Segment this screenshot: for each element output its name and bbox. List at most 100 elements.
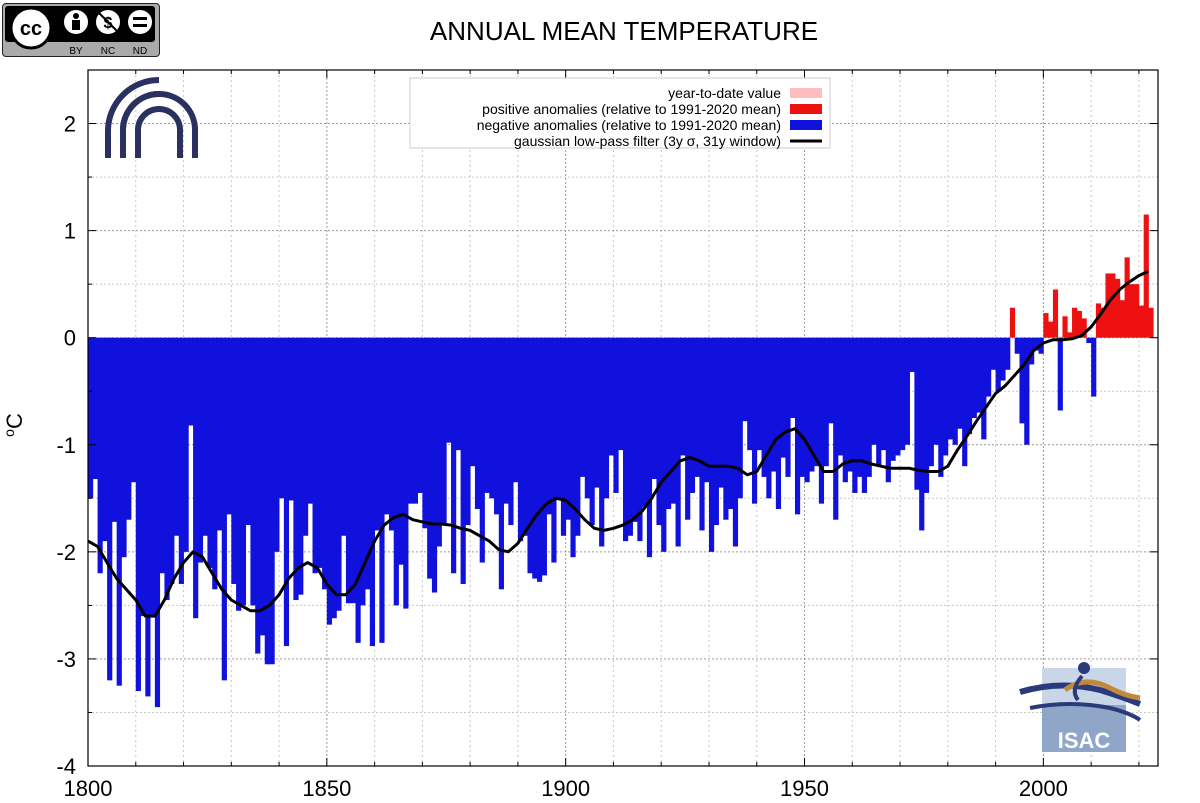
bar bbox=[1143, 214, 1149, 338]
bar bbox=[1091, 337, 1097, 397]
bar bbox=[594, 337, 600, 488]
bar bbox=[1043, 313, 1049, 338]
bar bbox=[264, 337, 270, 665]
bar bbox=[1048, 321, 1054, 338]
bar bbox=[283, 337, 290, 647]
bar bbox=[422, 337, 428, 529]
bar bbox=[164, 337, 170, 601]
isac-logo-text: ISAC bbox=[1058, 728, 1111, 753]
bar bbox=[756, 337, 762, 451]
bar bbox=[111, 337, 118, 522]
bar bbox=[742, 337, 748, 422]
bar bbox=[484, 337, 490, 493]
cnr-logo bbox=[105, 77, 198, 158]
cc-icon: cc bbox=[9, 6, 53, 50]
bar bbox=[107, 337, 113, 681]
bar bbox=[1095, 303, 1102, 338]
grid bbox=[88, 69, 1158, 766]
bar bbox=[1076, 310, 1082, 338]
axes: -4 -3 -2 -1 0 1 2 1800 1850 1900 1950 2000 bbox=[56, 69, 1158, 801]
bar bbox=[384, 337, 390, 515]
bar bbox=[928, 337, 934, 467]
bar bbox=[312, 337, 318, 574]
bar bbox=[503, 337, 509, 504]
bar bbox=[336, 337, 342, 611]
bar bbox=[623, 337, 629, 542]
bar bbox=[250, 337, 256, 606]
plot-border bbox=[87, 69, 1159, 767]
bar bbox=[365, 337, 371, 590]
bar bbox=[236, 337, 242, 611]
bar bbox=[1019, 337, 1025, 424]
nd-icon bbox=[126, 8, 154, 36]
bar bbox=[689, 337, 696, 493]
bar bbox=[565, 337, 571, 520]
bar bbox=[202, 337, 208, 536]
bar bbox=[259, 337, 266, 636]
y-tick-label: 1 bbox=[64, 219, 76, 244]
y-tick-label: 2 bbox=[64, 112, 76, 137]
bar bbox=[651, 337, 657, 480]
bar bbox=[708, 337, 715, 552]
bar bbox=[771, 337, 777, 472]
bar bbox=[560, 337, 567, 536]
bar bbox=[231, 337, 237, 584]
nc-icon: $ bbox=[94, 8, 122, 36]
bar bbox=[723, 337, 729, 520]
bar bbox=[1009, 307, 1016, 338]
legend-label: positive anomalies (relative to 1991-202… bbox=[482, 101, 781, 117]
bar bbox=[1072, 307, 1078, 338]
bar bbox=[431, 337, 438, 593]
y-axis-label-base: C bbox=[2, 413, 27, 429]
bar bbox=[455, 337, 461, 451]
bar bbox=[1115, 278, 1121, 338]
bar bbox=[1081, 318, 1087, 338]
bar bbox=[465, 337, 471, 526]
bar bbox=[121, 337, 127, 558]
bar bbox=[790, 337, 796, 418]
bar bbox=[589, 337, 595, 526]
bar bbox=[842, 337, 848, 483]
bar bbox=[1033, 337, 1039, 351]
bar bbox=[876, 337, 882, 467]
bar bbox=[322, 337, 328, 590]
license-badge: cc $ BY NC ND bbox=[2, 3, 160, 57]
bar bbox=[226, 337, 232, 515]
bar bbox=[766, 337, 772, 499]
bar bbox=[761, 337, 767, 477]
bar bbox=[895, 337, 901, 456]
bar bbox=[178, 337, 184, 584]
bar bbox=[441, 337, 447, 526]
bar bbox=[861, 337, 868, 493]
bar bbox=[269, 337, 275, 665]
bar bbox=[833, 337, 839, 520]
bar bbox=[966, 337, 973, 435]
legend-swatch bbox=[790, 88, 822, 98]
bar bbox=[580, 337, 586, 477]
bar bbox=[1138, 305, 1145, 338]
x-tick-label: 2000 bbox=[1019, 776, 1068, 801]
bar bbox=[188, 337, 194, 426]
bar bbox=[470, 337, 476, 467]
bar bbox=[1024, 337, 1030, 445]
bar bbox=[613, 337, 619, 493]
bar bbox=[828, 337, 834, 424]
bar bbox=[904, 337, 911, 445]
bar bbox=[871, 337, 877, 445]
bar bbox=[866, 337, 872, 477]
license-label-nc: NC bbox=[101, 46, 115, 57]
bar bbox=[995, 337, 1001, 392]
bar bbox=[599, 337, 605, 547]
bar bbox=[527, 337, 533, 574]
bar bbox=[326, 337, 333, 625]
bar bbox=[197, 337, 204, 563]
bar bbox=[986, 337, 992, 397]
bar bbox=[446, 337, 452, 443]
bar bbox=[670, 337, 676, 504]
bar bbox=[637, 337, 643, 542]
bar bbox=[857, 337, 863, 477]
y-tick-label: -4 bbox=[56, 754, 76, 779]
bar bbox=[775, 337, 782, 510]
bar bbox=[374, 337, 380, 531]
